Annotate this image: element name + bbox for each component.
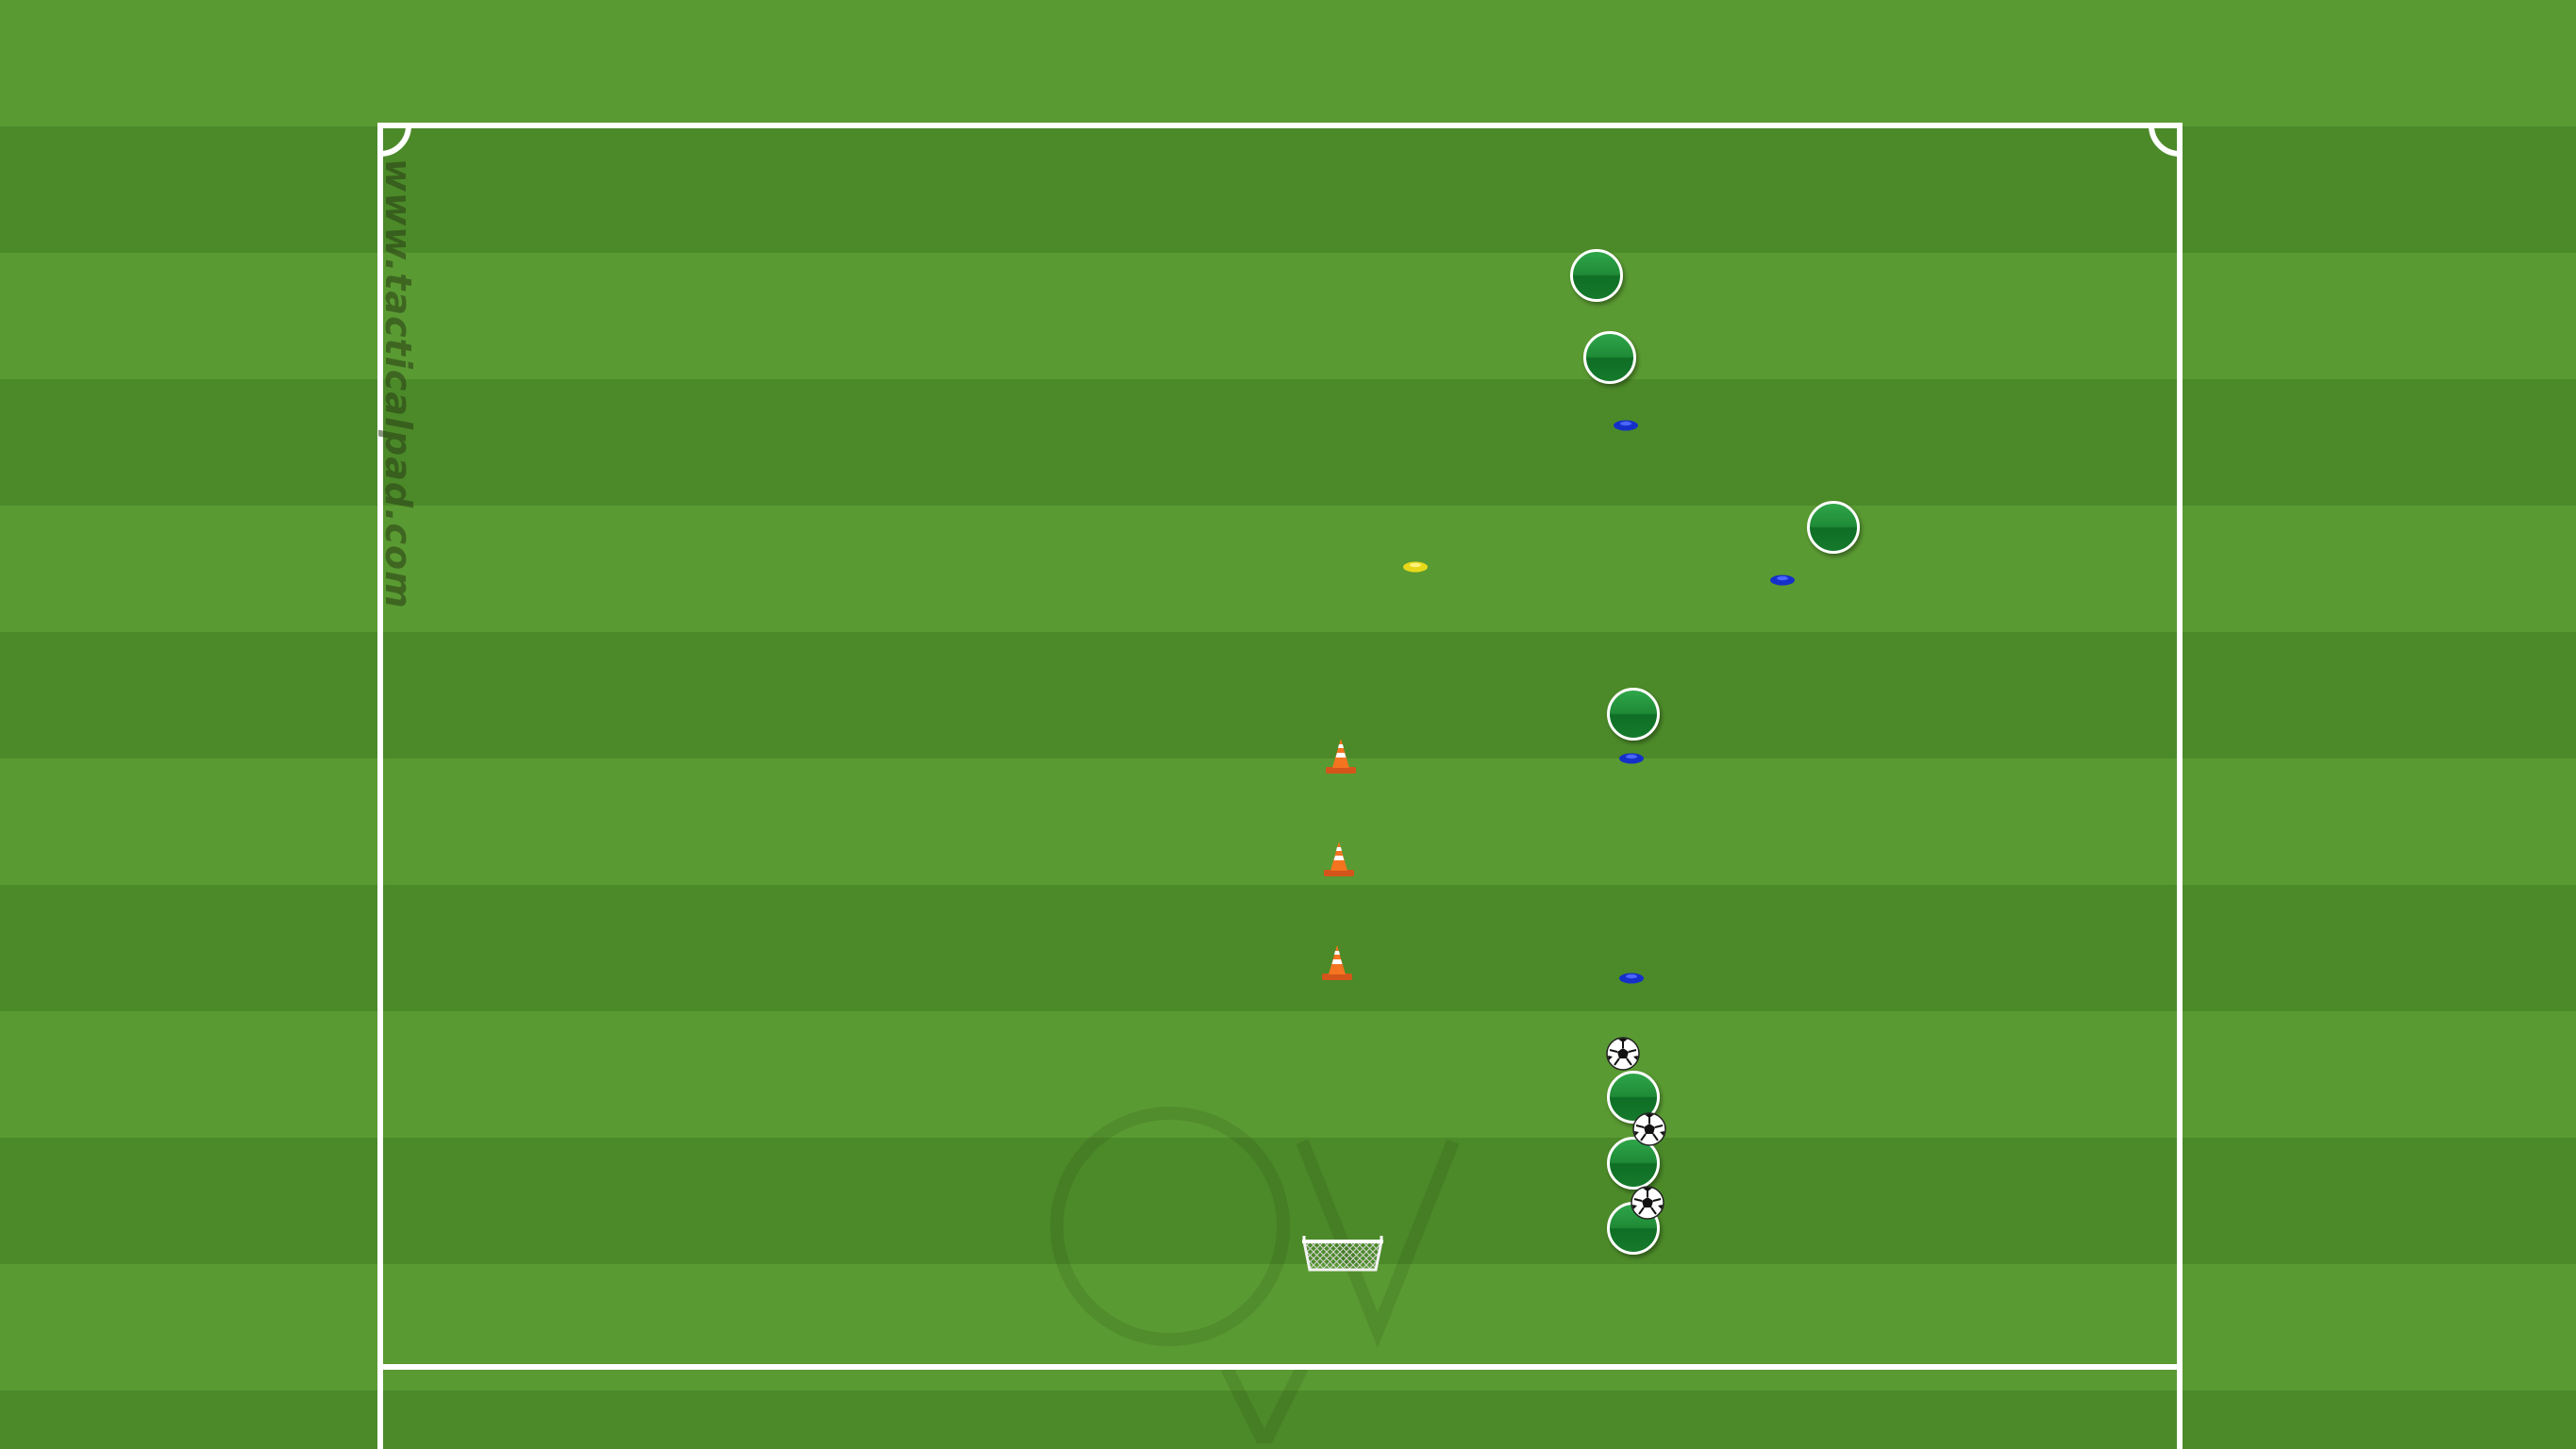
- grass-stripe: [0, 379, 2576, 506]
- corner-arc-top-left: [379, 125, 411, 157]
- faint-logo-watermark: [1050, 1107, 1460, 1443]
- grass-stripe: [0, 758, 2576, 885]
- grass-stripe: [0, 0, 2576, 126]
- orange-cone[interactable]: [1325, 737, 1357, 774]
- soccer-ball[interactable]: [1605, 1036, 1641, 1072]
- grass-stripe: [0, 1391, 2576, 1449]
- corner-arc-top-right: [2149, 125, 2181, 157]
- orange-cone[interactable]: [1321, 943, 1353, 981]
- soccer-ball[interactable]: [1630, 1185, 1665, 1221]
- blue-disc[interactable]: [1618, 753, 1645, 764]
- grass-stripe: [0, 632, 2576, 758]
- blue-disc[interactable]: [1613, 420, 1639, 431]
- grass-stripe: [0, 253, 2576, 379]
- player[interactable]: [1607, 688, 1660, 741]
- blue-disc[interactable]: [1618, 973, 1645, 984]
- watermark-text: www.tacticalpad.com: [377, 158, 419, 609]
- player[interactable]: [1583, 331, 1636, 384]
- player[interactable]: [1807, 501, 1860, 554]
- grass-stripe: [0, 506, 2576, 632]
- mini-goal[interactable]: [1300, 1232, 1385, 1275]
- soccer-ball[interactable]: [1631, 1111, 1667, 1147]
- blue-disc[interactable]: [1769, 575, 1796, 586]
- orange-cone[interactable]: [1323, 840, 1355, 877]
- grass-stripe: [0, 885, 2576, 1011]
- grass-stripe: [0, 126, 2576, 253]
- grass-stripe: [0, 1138, 2576, 1264]
- player[interactable]: [1570, 249, 1623, 302]
- yellow-disc[interactable]: [1402, 561, 1429, 573]
- grass-stripe: [0, 1011, 2576, 1138]
